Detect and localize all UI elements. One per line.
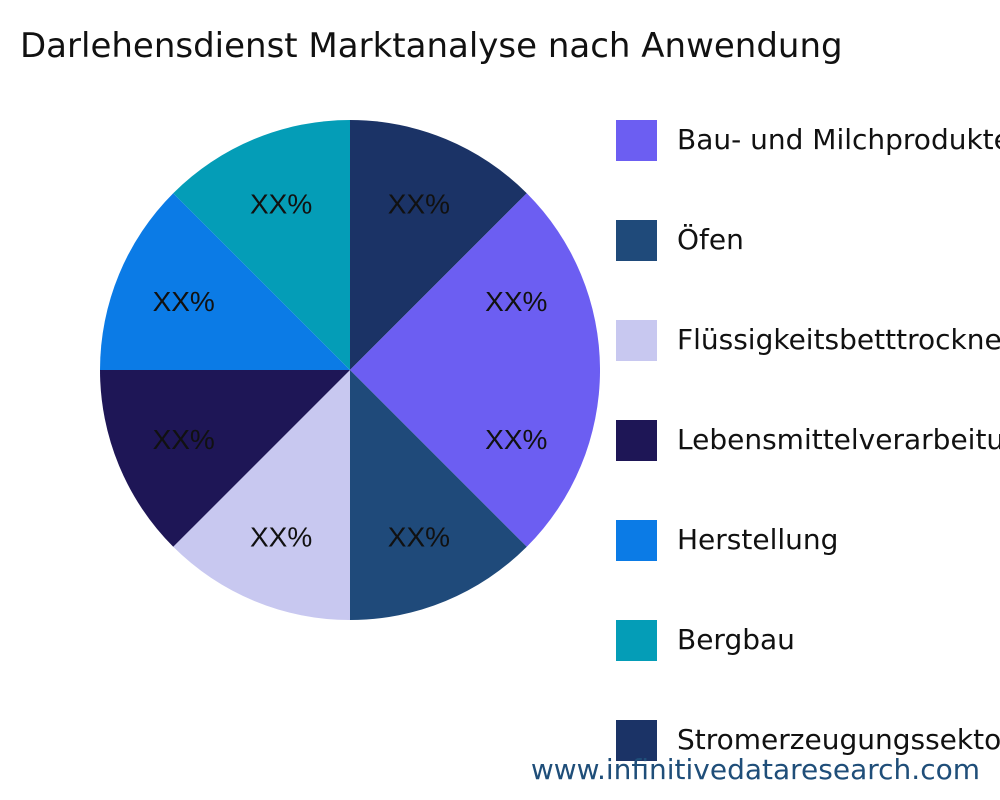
- legend-swatch: [616, 520, 657, 561]
- pie-slices: [100, 119, 600, 620]
- slice-label: XX%: [388, 189, 450, 220]
- slice-label: XX%: [485, 286, 547, 317]
- legend: Bau- und Milchprodukte Öfen Flüssigkeitsbe…: [616, 120, 1000, 800]
- legend-item[interactable]: Bau- und Milchprodukte: [616, 120, 1000, 162]
- legend-item[interactable]: Flüssigkeitsbetttrockner: [616, 320, 1000, 362]
- legend-swatch: [616, 220, 657, 261]
- legend-label: Bergbau: [677, 623, 795, 656]
- legend-swatch: [616, 420, 657, 461]
- slice-label: XX%: [250, 189, 312, 220]
- slice-label: XX%: [250, 521, 312, 552]
- legend-label: Bau- und Milchprodukte: [677, 123, 1000, 156]
- legend-label: Herstellung: [677, 523, 839, 556]
- legend-item[interactable]: Bergbau: [616, 620, 1000, 662]
- pie-slice[interactable]: [173, 119, 350, 370]
- legend-swatch: [616, 320, 657, 361]
- pie-slice[interactable]: [173, 370, 350, 620]
- pie-chart: XX% XX% XX% XX% XX% XX% XX% XX%: [100, 119, 600, 620]
- pie-labels: XX% XX% XX% XX% XX% XX% XX% XX%: [153, 189, 548, 553]
- pie-slice[interactable]: [100, 370, 350, 547]
- legend-item[interactable]: Lebensmittelverarbeitung: [616, 420, 1000, 462]
- pie-slice[interactable]: [350, 370, 527, 620]
- legend-label: Öfen: [677, 223, 744, 256]
- legend-item[interactable]: Öfen: [616, 220, 1000, 262]
- legend-swatch: [616, 720, 657, 761]
- slice-label: XX%: [153, 424, 215, 455]
- pie-slice[interactable]: [100, 193, 350, 370]
- slice-label: XX%: [485, 424, 547, 455]
- pie-slice[interactable]: [350, 193, 600, 547]
- source-url[interactable]: www.infinitivedataresearch.com: [530, 753, 980, 786]
- slice-label: XX%: [388, 521, 450, 552]
- pie-slice[interactable]: [350, 120, 527, 370]
- chart-title: Darlehensdienst Marktanalyse nach Anwend…: [20, 26, 843, 66]
- slice-label: XX%: [153, 286, 215, 317]
- legend-swatch: [616, 120, 657, 161]
- legend-item[interactable]: Herstellung: [616, 520, 1000, 562]
- legend-label: Flüssigkeitsbetttrockner: [677, 323, 1000, 356]
- legend-swatch: [616, 620, 657, 661]
- legend-label: Stromerzeugungssektor: [677, 723, 1000, 756]
- legend-item[interactable]: Stromerzeugungssektor: [616, 720, 1000, 762]
- legend-label: Lebensmittelverarbeitung: [677, 423, 1000, 456]
